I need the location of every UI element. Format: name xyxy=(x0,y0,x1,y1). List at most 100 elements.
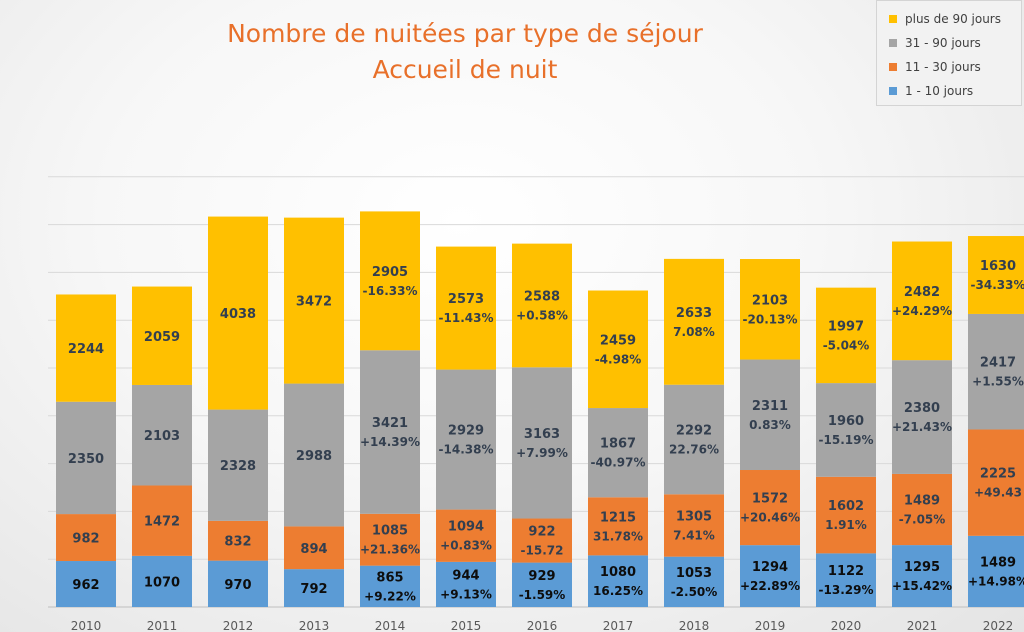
legend-swatch xyxy=(889,87,897,95)
change-label: 31.78% xyxy=(593,529,643,543)
data-label: 1602 xyxy=(828,499,864,514)
legend-swatch xyxy=(889,15,897,23)
change-label: 1.91% xyxy=(825,518,867,532)
bar-segment xyxy=(816,383,876,477)
data-label: 2482 xyxy=(904,285,940,300)
data-label: 2417 xyxy=(980,356,1016,371)
data-label: 832 xyxy=(224,535,251,550)
bar-segment xyxy=(208,409,268,521)
data-label: 2292 xyxy=(676,424,712,439)
bar-segment xyxy=(968,313,1024,430)
change-label: -11.43% xyxy=(439,311,494,325)
legend-label: 11 - 30 jours xyxy=(905,60,981,74)
data-label: 1070 xyxy=(144,575,180,590)
bar-segment xyxy=(56,294,116,402)
bar-segment xyxy=(968,429,1024,536)
bar-segment xyxy=(968,236,1024,314)
change-label: 7.41% xyxy=(673,528,715,542)
data-label: 2459 xyxy=(600,333,636,348)
bar-segment xyxy=(664,556,724,607)
change-label: -2.50% xyxy=(671,585,718,599)
bar-segment xyxy=(208,520,268,561)
change-label: +49.43 xyxy=(974,486,1022,500)
chart-title-block: Nombre de nuitées par type de séjour Acc… xyxy=(150,16,780,88)
bar-segment xyxy=(892,545,952,607)
bar-segment xyxy=(284,569,344,607)
bar-segment xyxy=(56,561,116,607)
change-label: +15.42% xyxy=(892,579,952,593)
bar-segment xyxy=(664,494,724,557)
change-label: -16.33% xyxy=(363,284,418,298)
x-tick-label: 2019 xyxy=(755,619,786,632)
change-label: +14.39% xyxy=(360,435,420,449)
bar-segment xyxy=(664,384,724,495)
data-label: 1080 xyxy=(600,565,636,580)
bar-segment xyxy=(132,286,192,385)
data-label: 1094 xyxy=(448,520,484,535)
change-label: +21.43% xyxy=(892,420,952,434)
bar-segment xyxy=(512,367,572,519)
chart-legend: plus de 90 jours 31 - 90 jours 11 - 30 jou… xyxy=(876,0,1022,106)
data-label: 2311 xyxy=(752,399,788,414)
data-label: 2988 xyxy=(296,449,332,464)
x-tick-label: 2015 xyxy=(451,619,482,632)
change-label: -34.33% xyxy=(971,278,1024,292)
bar-segment xyxy=(436,561,496,607)
data-label: 2059 xyxy=(144,330,180,345)
change-label: -20.13% xyxy=(743,312,798,326)
data-label: 3163 xyxy=(524,427,560,442)
x-tick-label: 2018 xyxy=(679,619,710,632)
data-label: 2905 xyxy=(372,265,408,280)
legend-item: 1 - 10 jours xyxy=(889,79,1021,103)
data-label: 1489 xyxy=(980,555,1016,570)
bar-segment xyxy=(436,369,496,510)
change-label: +24.29% xyxy=(892,304,952,318)
legend-item: plus de 90 jours xyxy=(889,7,1021,31)
data-label: 970 xyxy=(224,578,251,593)
bar-segment xyxy=(284,526,344,570)
data-label: 1960 xyxy=(828,414,864,429)
bar-segment xyxy=(816,553,876,607)
bar-segment xyxy=(588,408,648,498)
bar-segment xyxy=(892,473,952,546)
bar-segment xyxy=(56,514,116,562)
change-label: -15.19% xyxy=(819,433,874,447)
bar-segment xyxy=(360,211,420,351)
x-tick-label: 2021 xyxy=(907,619,938,632)
legend-label: 1 - 10 jours xyxy=(905,84,974,98)
change-label: 22.76% xyxy=(669,443,719,457)
x-tick-label: 2013 xyxy=(299,619,330,632)
data-label: 1867 xyxy=(600,437,636,452)
bar-segment xyxy=(512,562,572,607)
data-label: 1053 xyxy=(676,566,712,581)
bar-segment xyxy=(512,518,572,563)
bar-segment xyxy=(968,535,1024,607)
bar-segment xyxy=(132,485,192,556)
data-label: 1472 xyxy=(144,515,180,530)
change-label: 0.83% xyxy=(749,418,791,432)
data-label: 865 xyxy=(376,570,403,585)
bar-segment xyxy=(892,360,952,474)
change-label: -14.38% xyxy=(439,443,494,457)
data-label: 2103 xyxy=(752,293,788,308)
change-label: -40.97% xyxy=(591,456,646,470)
change-label: -1.59% xyxy=(519,588,566,602)
data-label: 962 xyxy=(72,578,99,593)
x-tick-label: 2017 xyxy=(603,619,634,632)
data-label: 2633 xyxy=(676,306,712,321)
change-label: +0.58% xyxy=(516,308,568,322)
legend-swatch xyxy=(889,63,897,71)
data-label: 2225 xyxy=(980,467,1016,482)
data-label: 922 xyxy=(528,525,555,540)
bar-segment xyxy=(588,290,648,409)
bar-segment xyxy=(436,246,496,370)
change-label: +20.46% xyxy=(740,511,800,525)
legend-label: plus de 90 jours xyxy=(905,12,1001,26)
x-tick-label: 2022 xyxy=(983,619,1014,632)
data-label: 2328 xyxy=(220,459,256,474)
change-label: +22.89% xyxy=(740,579,800,593)
bar-segment xyxy=(588,555,648,607)
legend-label: 31 - 90 jours xyxy=(905,36,981,50)
x-tick-label: 2016 xyxy=(527,619,558,632)
bar-segment xyxy=(740,259,800,360)
